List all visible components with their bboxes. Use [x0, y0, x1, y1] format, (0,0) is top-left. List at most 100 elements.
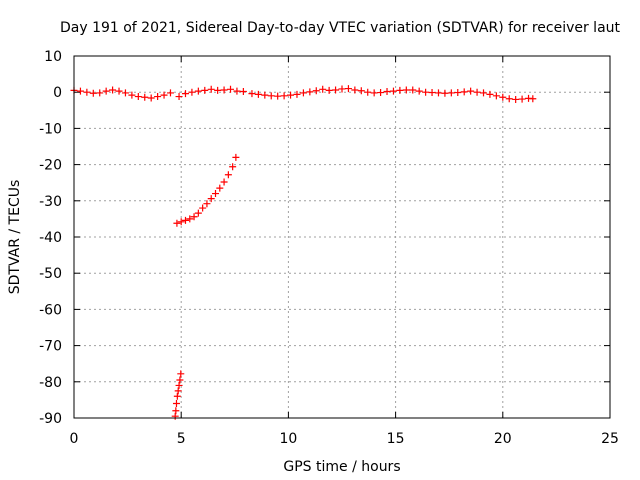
series-rising-arc	[173, 153, 240, 227]
data-point	[172, 400, 180, 408]
y-tick-label: -20	[39, 158, 62, 174]
data-point	[188, 88, 196, 96]
y-tick-label: 0	[53, 85, 62, 101]
data-point	[287, 91, 295, 99]
data-point	[518, 95, 526, 103]
y-axis-label: SDTVAR / TECUs	[7, 180, 23, 295]
data-point	[357, 87, 365, 95]
data-point	[172, 407, 180, 415]
data-point	[220, 178, 228, 186]
data-point	[121, 89, 129, 97]
y-tick-label: 10	[44, 49, 62, 65]
data-point	[171, 412, 179, 420]
data-point	[83, 88, 91, 96]
data-point	[224, 171, 232, 179]
data-point	[166, 89, 174, 97]
data-point	[177, 218, 185, 226]
data-point	[199, 204, 207, 212]
data-point	[306, 88, 314, 96]
data-point	[473, 88, 481, 96]
data-point	[377, 89, 385, 97]
data-point	[319, 85, 327, 93]
data-point	[203, 200, 211, 208]
data-point	[434, 89, 442, 97]
y-tick-label: -30	[39, 194, 62, 210]
data-point	[480, 89, 488, 97]
data-point	[102, 87, 110, 95]
x-tick-label: 20	[494, 431, 512, 447]
data-point	[76, 87, 84, 95]
data-point	[415, 87, 423, 95]
x-tick-label: 5	[177, 431, 186, 447]
data-point	[220, 86, 228, 94]
data-point	[154, 93, 162, 101]
data-point	[181, 216, 189, 224]
y-tick-label: -50	[39, 266, 62, 282]
data-point	[181, 90, 189, 98]
data-point	[175, 381, 183, 389]
data-series	[70, 85, 537, 420]
data-point	[115, 87, 123, 95]
data-point	[402, 86, 410, 94]
grid-lines	[74, 56, 610, 418]
data-point	[128, 91, 136, 99]
data-point	[194, 209, 202, 217]
data-point	[486, 90, 494, 98]
series-low-arc	[171, 370, 185, 420]
data-point	[194, 87, 202, 95]
x-tick-label: 10	[279, 431, 297, 447]
data-point	[233, 87, 241, 95]
data-point	[141, 93, 149, 101]
data-point	[174, 387, 182, 395]
data-point	[299, 89, 307, 97]
data-point	[109, 86, 117, 94]
data-point	[207, 85, 215, 93]
data-point	[96, 89, 104, 97]
data-point	[338, 85, 346, 93]
data-point	[173, 392, 181, 400]
y-tick-label: -80	[39, 375, 62, 391]
data-point	[499, 93, 507, 101]
data-point	[216, 184, 224, 192]
data-point	[467, 87, 475, 95]
plot-frame	[73, 55, 611, 419]
data-point	[364, 88, 372, 96]
data-point	[254, 90, 262, 98]
data-point	[389, 87, 397, 95]
data-point	[409, 86, 417, 94]
data-point	[447, 89, 455, 97]
data-point	[396, 86, 404, 94]
data-point	[229, 163, 237, 171]
x-tick-label: 0	[70, 431, 79, 447]
data-point	[186, 215, 194, 223]
data-point	[177, 370, 185, 378]
data-point	[232, 153, 240, 161]
data-point	[529, 95, 537, 103]
data-point	[227, 85, 235, 93]
data-point	[492, 92, 500, 100]
data-point	[147, 94, 155, 102]
data-point	[175, 93, 183, 101]
data-point	[332, 86, 340, 94]
data-point	[325, 86, 333, 94]
data-point	[248, 90, 256, 98]
y-tick-labels: 10 0 -10 -20 -30 -40 -50 -60 -70 -80 -90	[39, 49, 62, 427]
data-point	[201, 86, 209, 94]
data-point	[207, 195, 215, 203]
data-point	[293, 90, 301, 98]
data-point	[454, 89, 462, 97]
data-point	[176, 376, 184, 384]
chart-title: Day 191 of 2021, Sidereal Day-to-day VTE…	[60, 20, 621, 36]
data-point	[505, 95, 513, 103]
x-axis-label: GPS time / hours	[283, 459, 400, 475]
data-point	[280, 92, 288, 100]
y-tick-label: -40	[39, 230, 62, 246]
data-point	[134, 93, 142, 101]
data-point	[89, 89, 97, 97]
data-point	[267, 92, 275, 100]
data-point	[214, 86, 222, 94]
y-tick-label: -90	[39, 411, 62, 427]
x-tick-labels: 0 5 10 15 20 25	[70, 431, 619, 447]
data-point	[274, 92, 282, 100]
